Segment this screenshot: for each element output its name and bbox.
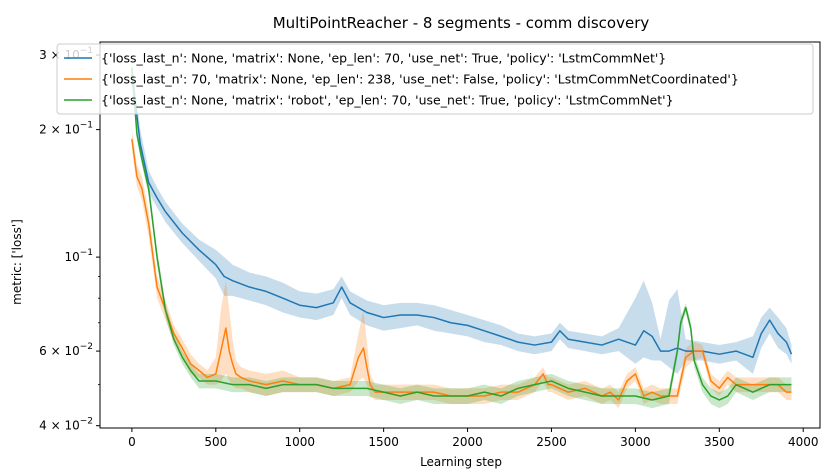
y-tick-label: 6 × 10−2 <box>39 342 93 358</box>
x-tick-label: 1000 <box>284 435 315 449</box>
plot-frame <box>99 41 821 429</box>
x-axis-label: Learning step <box>420 455 502 469</box>
x-tick-label: 500 <box>204 435 227 449</box>
legend-label-2: {'loss_last_n': 70, 'matrix': None, 'ep_… <box>101 72 739 87</box>
series-layer <box>131 61 793 409</box>
series-3-band <box>131 61 792 409</box>
y-axis-label: metric: ['loss'] <box>10 219 24 305</box>
series-2-line <box>131 138 792 401</box>
y-tick-label: 4 × 10−2 <box>39 417 93 433</box>
x-tick-label: 3000 <box>620 435 651 449</box>
legend-label-3: {'loss_last_n': None, 'matrix': 'robot',… <box>101 93 674 108</box>
x-tick-label: 1500 <box>368 435 399 449</box>
y-tick-label: 10−1 <box>64 248 93 264</box>
series-3-line <box>131 67 792 401</box>
chart-title: MultiPointReacher - 8 segments - comm di… <box>273 14 650 32</box>
legend-box <box>56 43 814 115</box>
x-tick-label: 3500 <box>704 435 735 449</box>
legend-label-1: {'loss_last_n': None, 'matrix': None, 'e… <box>101 51 666 66</box>
x-tick-label: 0 <box>128 435 136 449</box>
x-tick-label: 2500 <box>536 435 567 449</box>
x-tick-label: 2000 <box>452 435 483 449</box>
y-tick-label: 2 × 10−1 <box>39 121 93 137</box>
x-tick-label: 4000 <box>788 435 819 449</box>
series-1-band <box>131 61 792 374</box>
plot-area: 0 500 1000 1500 2000 2500 3000 3500 4000 4 × 10−2… <box>39 41 821 449</box>
legend: {'loss_last_n': None, 'matrix': None, 'e… <box>56 43 814 115</box>
